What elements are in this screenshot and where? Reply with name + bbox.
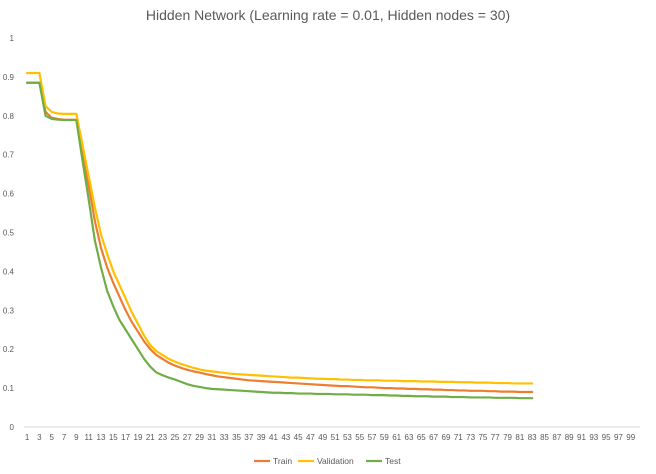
x-tick-label: 77 [491,433,500,442]
y-tick-label: 0.5 [3,229,15,238]
x-tick-label: 41 [269,433,278,442]
x-tick-label: 85 [540,433,549,442]
x-tick-label: 57 [368,433,377,442]
x-tick-label: 93 [589,433,598,442]
x-tick-label: 91 [577,433,586,442]
x-tick-label: 45 [294,433,303,442]
x-tick-label: 43 [281,433,290,442]
x-axis-ticks: 1 3 5 7 9 11 13 15 17 19 21 23 25 27 29 31 33 35 37 39 41 43 4… [25,433,636,442]
y-tick-label: 0.4 [3,267,15,276]
x-tick-label: 95 [602,433,611,442]
x-tick-label: 19 [134,433,143,442]
x-tick-label: 97 [614,433,623,442]
x-tick-label: 39 [257,433,266,442]
x-tick-label: 15 [109,433,118,442]
series-lines [25,71,534,400]
x-tick-label: 71 [454,433,463,442]
y-tick-label: 0.8 [3,112,15,121]
legend-label-train: Train [273,456,292,466]
x-tick-label: 47 [306,433,315,442]
y-tick-label: 0.7 [3,151,15,160]
x-tick-label: 35 [232,433,241,442]
x-tick-label: 29 [195,433,204,442]
x-tick-label: 53 [343,433,352,442]
x-tick-label: 27 [183,433,192,442]
x-tick-label: 21 [146,433,155,442]
chart-title: Hidden Network (Learning rate = 0.01, Hi… [146,7,510,23]
series-line-test [25,81,534,400]
y-tick-label: 0.2 [3,345,15,354]
x-tick-label: 79 [503,433,512,442]
y-tick-label: 0 [10,423,15,432]
x-tick-label: 5 [49,433,54,442]
x-tick-label: 89 [565,433,574,442]
x-tick-label: 83 [528,433,537,442]
x-tick-label: 31 [207,433,216,442]
x-tick-label: 13 [97,433,106,442]
legend-label-test: Test [385,456,401,466]
x-tick-label: 33 [220,433,229,442]
y-tick-label: 0.1 [3,384,15,393]
y-axis-ticks: 0 0.1 0.2 0.3 0.4 0.5 0.6 0.7 0.8 0.9 1 [3,34,15,432]
y-tick-label: 1 [10,34,15,43]
series-line-validation [25,71,534,385]
x-tick-label: 65 [417,433,426,442]
x-tick-label: 17 [121,433,130,442]
x-tick-label: 61 [392,433,401,442]
x-tick-label: 25 [170,433,179,442]
x-tick-label: 75 [478,433,487,442]
x-tick-label: 63 [405,433,414,442]
x-tick-label: 37 [244,433,253,442]
x-tick-label: 67 [429,433,438,442]
y-tick-label: 0.6 [3,190,15,199]
x-tick-label: 73 [466,433,475,442]
x-tick-label: 9 [74,433,79,442]
x-tick-label: 51 [331,433,340,442]
x-tick-label: 3 [37,433,42,442]
y-tick-label: 0.3 [3,306,15,315]
x-tick-label: 23 [158,433,167,442]
series-line-train [25,81,534,394]
x-tick-label: 1 [25,433,30,442]
x-tick-label: 11 [85,433,94,442]
legend: Train Validation Test [254,456,401,466]
x-tick-label: 69 [442,433,451,442]
x-tick-label: 49 [318,433,327,442]
x-tick-label: 55 [355,433,364,442]
x-tick-label: 59 [380,433,389,442]
legend-label-validation: Validation [317,456,354,466]
x-tick-label: 87 [552,433,561,442]
y-tick-label: 0.9 [3,73,15,82]
x-tick-label: 99 [626,433,635,442]
x-tick-label: 7 [62,433,67,442]
x-tick-label: 81 [515,433,524,442]
